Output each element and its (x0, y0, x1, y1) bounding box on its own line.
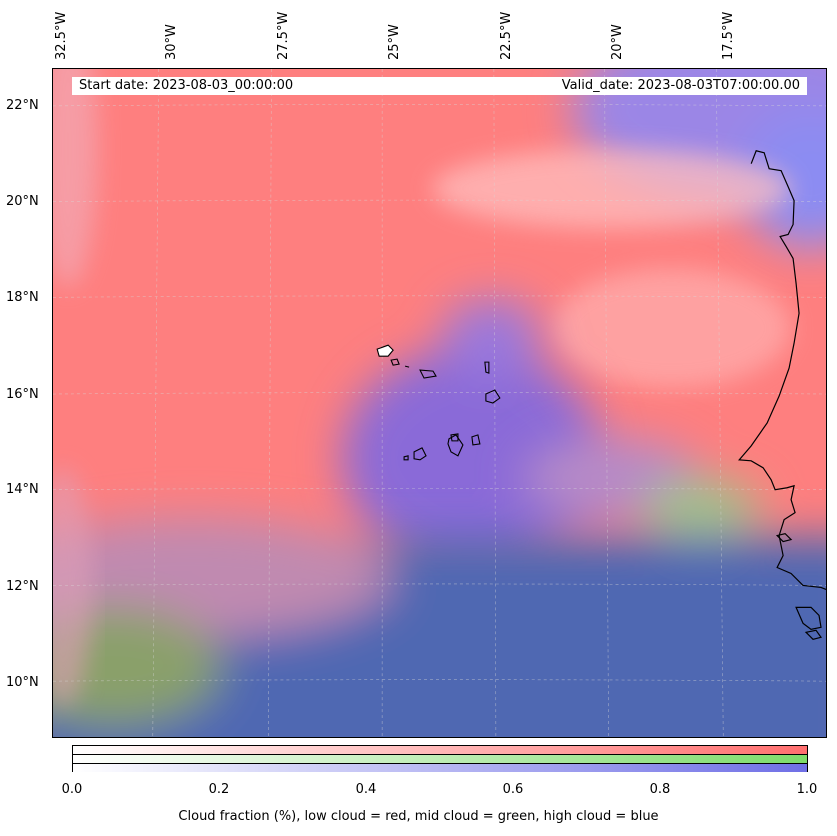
colorbar-tick-5: 1.0 (796, 782, 818, 797)
low-cloud-streaks (53, 69, 792, 389)
south-cloud-band (53, 437, 826, 737)
lat-label-18n: 18°N (6, 290, 39, 305)
lat-label-16n: 16°N (6, 387, 39, 402)
colorbar-mid-cloud (73, 755, 807, 764)
colorbar-low-cloud (73, 746, 807, 755)
colorbar-tick-4: 0.8 (649, 782, 671, 797)
lon-label-30w: 30°W (164, 24, 179, 60)
lat-label-22n: 22°N (6, 98, 39, 113)
colorbar (72, 745, 808, 772)
start-date: Start date: 2023-08-03_00:00:00 (79, 78, 294, 93)
colorbar-tick-0: 0.0 (61, 782, 83, 797)
valid-date: Valid_date: 2023-08-03T07:00:00.00 (561, 78, 800, 93)
cloud-fraction-map[interactable] (52, 68, 827, 738)
lon-label-22-5w: 22.5°W (499, 11, 514, 60)
colorbar-tick-3: 0.6 (502, 782, 524, 797)
lat-label-12n: 12°N (6, 579, 39, 594)
colorbar-label: Cloud fraction (%), low cloud = red, mid… (178, 809, 659, 824)
map-canvas (53, 69, 826, 737)
graticule (53, 69, 826, 737)
high-cloud-cape-verde (342, 298, 602, 568)
lon-label-25w: 25°W (387, 24, 402, 60)
lon-label-17-5w: 17.5°W (721, 11, 736, 60)
africa-coastline (738, 150, 826, 640)
colorbar-tick-1: 0.2 (208, 782, 230, 797)
colorbar-high-cloud (73, 764, 807, 772)
cape-verde-islands (376, 344, 501, 461)
info-bar: Start date: 2023-08-03_00:00:00 Valid_da… (72, 77, 807, 95)
lon-label-32-5w: 32.5°W (54, 11, 69, 60)
colorbar-tick-2: 0.4 (355, 782, 377, 797)
lat-label-14n: 14°N (6, 482, 39, 497)
lon-label-20w: 20°W (610, 24, 625, 60)
lat-label-20n: 20°N (6, 194, 39, 209)
lon-label-27-5w: 27.5°W (276, 11, 291, 60)
lat-label-10n: 10°N (6, 675, 39, 690)
